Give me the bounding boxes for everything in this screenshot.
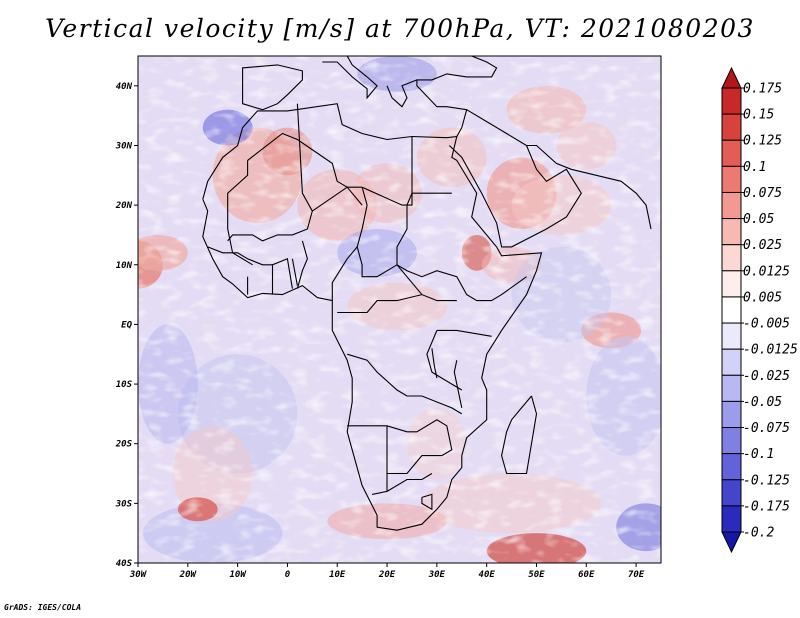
colorbar-swatch [721, 270, 742, 298]
boundary-line [227, 103, 313, 242]
boundary-line [386, 473, 433, 492]
colorbar-swatch [721, 244, 742, 272]
lat-tick-label: 40S [116, 559, 133, 569]
colorbar-label: -0.005 [743, 317, 790, 332]
lat-tick-label: 30S [115, 499, 133, 509]
boundary-line [347, 419, 453, 457]
velocity-field [138, 56, 661, 563]
lat-tick-label: EQ [121, 320, 132, 330]
colorbar-swatch [721, 113, 742, 141]
boundary-line [436, 329, 492, 337]
colorbar-swatch [721, 479, 742, 507]
boundary-line [526, 144, 652, 230]
colorbar-swatch [721, 87, 742, 115]
lat-tick-label: 40N [116, 82, 133, 92]
lat-tick-label: 20S [115, 440, 133, 450]
boundary-line [396, 264, 527, 302]
colorbar-boxes [721, 66, 742, 554]
colorbar-swatch [721, 505, 742, 533]
coastlines-and-borders [202, 56, 652, 531]
colorbar-max-arrow [721, 66, 742, 89]
lon-tick-label: 50E [528, 570, 545, 580]
boundary-line [501, 395, 538, 475]
boundary-line [242, 64, 303, 111]
colorbar-swatch [721, 427, 742, 455]
colorbar-swatch [721, 322, 742, 350]
boundary-line [386, 79, 418, 108]
colorbar-swatch [721, 165, 742, 193]
boundary-line [331, 246, 358, 301]
colorbar-label: -0.05 [743, 395, 782, 410]
colorbar-swatch [721, 400, 742, 429]
lat-tick-label: 10N [116, 261, 133, 271]
boundary-line [448, 109, 582, 248]
colorbar-label: -0.1 [743, 447, 774, 462]
boundary-line [356, 187, 398, 278]
colorbar-label: -0.0125 [743, 343, 798, 358]
colorbar-label: -0.125 [743, 473, 790, 488]
lon-tick-label: 70E [628, 570, 645, 580]
chart-title: Vertical velocity [m/s] at 700hPa, VT: 2… [45, 14, 755, 43]
lon-tick-label: 30E [428, 570, 446, 580]
colorbar-swatch [721, 296, 742, 324]
colorbar-swatch [721, 191, 742, 220]
lon-tick-label: 10E [329, 570, 346, 580]
colorbar-swatch [721, 348, 742, 376]
lon-tick-label: 20E [378, 570, 396, 580]
boundary-line [322, 56, 378, 100]
lat-tick-label: 30N [115, 141, 133, 151]
colorbar-label: -0.075 [743, 421, 790, 436]
colorbar-label: 0.1 [743, 160, 766, 175]
longitude-axis: 30W 20W 10W 0 10E 20E 30E 40E 50E 60E 70E [129, 563, 645, 580]
lon-tick-label: 60E [578, 570, 595, 580]
boundary-line [387, 455, 442, 475]
boundary-line [453, 360, 463, 409]
lon-tick-label: 30W [129, 570, 148, 580]
boundary-line [421, 493, 433, 511]
colorbar-label: 0.175 [743, 82, 782, 97]
boundary-line [227, 160, 253, 266]
colorbar-swatch [721, 374, 742, 402]
colorbar-min-arrow [721, 531, 742, 554]
lon-tick-label: 10W [229, 570, 247, 580]
colorbar-swatch [721, 139, 742, 167]
colorbar-label: -0.2 [743, 526, 774, 541]
plot-frame [137, 55, 662, 564]
boundary-line [296, 240, 308, 289]
boundary-line [291, 258, 298, 286]
colorbar-label: 0.05 [743, 212, 774, 227]
boundary-line [426, 330, 463, 391]
lat-tick-label: 20N [115, 201, 133, 211]
lon-tick-label: 0 [285, 570, 291, 580]
grads-credit: GrADS: IGES/COLA [4, 603, 82, 612]
boundary-line [431, 348, 438, 379]
colorbar-label: -0.025 [743, 369, 790, 384]
boundary-line [337, 294, 423, 314]
colorbar-label: 0.075 [743, 186, 782, 201]
colorbar-label: 0.125 [743, 134, 782, 149]
lat-tick-label: 10S [116, 380, 133, 390]
field-texture [138, 56, 661, 563]
lon-tick-label: 40E [479, 570, 496, 580]
lon-tick-label: 20W [179, 570, 198, 580]
colorbar-label: 0.005 [743, 290, 782, 305]
colorbar-label: 0.0125 [743, 264, 790, 279]
colorbar-label: 0.025 [743, 238, 782, 253]
colorbar-label: -0.175 [743, 499, 790, 514]
boundary-line [202, 136, 543, 531]
boundary-line [396, 136, 457, 302]
colorbar-swatch [721, 453, 742, 481]
colorbar-label: 0.15 [743, 108, 774, 123]
latitude-axis: 40N 30N 20N 10N EQ 10S 20S 30S 40S [115, 82, 138, 569]
boundary-line [207, 246, 293, 289]
boundary-line [311, 186, 363, 212]
boundary-line [347, 353, 463, 415]
colorbar-swatch [721, 218, 742, 246]
colorbar-labels: 0.175 0.15 0.125 0.1 0.075 0.05 0.025 0.0125 0.0… [741, 82, 798, 541]
